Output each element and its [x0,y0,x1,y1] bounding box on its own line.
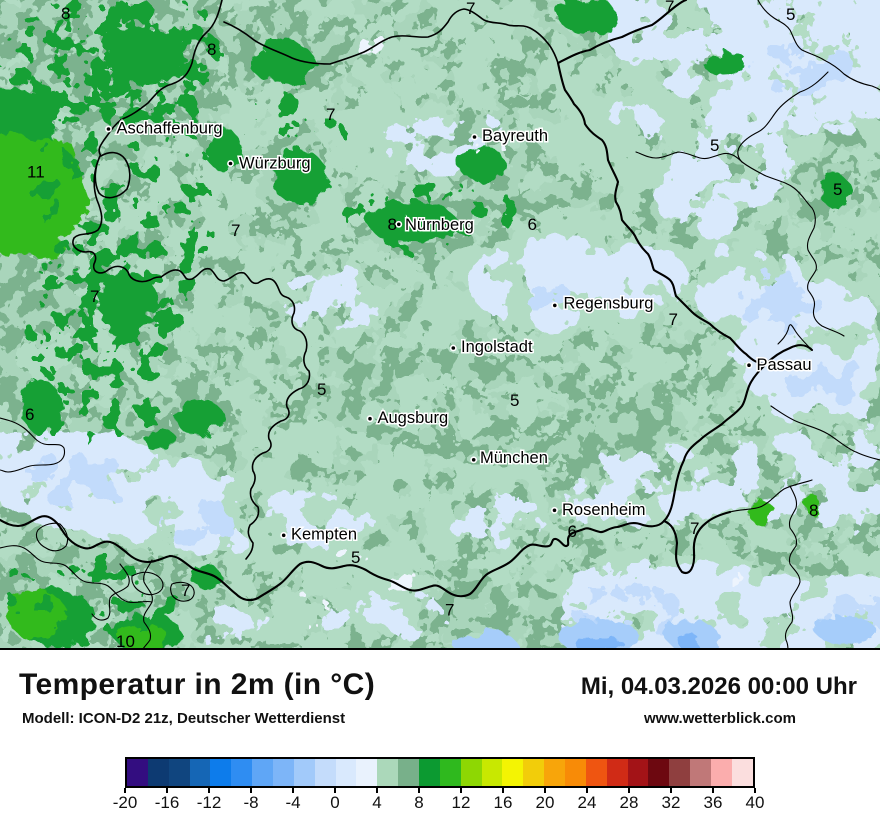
svg-text:8: 8 [388,215,397,234]
svg-text:Bayreuth: Bayreuth [482,127,548,145]
svg-text:5: 5 [351,548,360,567]
svg-text:Aschaffenburg: Aschaffenburg [117,120,223,138]
svg-text:5: 5 [510,391,519,410]
svg-text:7: 7 [669,310,678,329]
svg-text:7: 7 [181,581,190,600]
svg-text:7: 7 [445,601,454,620]
svg-text:Nürnberg: Nürnberg [405,216,474,234]
svg-text:11: 11 [27,163,45,182]
svg-text:Ingolstadt: Ingolstadt [461,338,533,356]
svg-text:5: 5 [833,180,842,199]
svg-text:8: 8 [809,501,818,520]
svg-text:5: 5 [710,136,719,155]
svg-text:8: 8 [61,4,70,23]
svg-text:8: 8 [207,40,216,59]
svg-text:7: 7 [231,221,240,240]
svg-text:5: 5 [317,380,326,399]
svg-text:7: 7 [90,287,99,306]
svg-text:7: 7 [326,105,335,124]
svg-text:10: 10 [116,632,135,650]
svg-text:Augsburg: Augsburg [378,409,449,427]
svg-text:Würzburg: Würzburg [239,155,311,173]
svg-text:7: 7 [466,0,475,18]
svg-text:7: 7 [665,0,674,16]
svg-text:Regensburg: Regensburg [564,295,654,313]
svg-text:6: 6 [568,522,577,541]
svg-text:Rosenheim: Rosenheim [562,501,645,519]
svg-text:6: 6 [528,215,537,234]
svg-text:Kempten: Kempten [291,526,357,544]
svg-text:Passau: Passau [757,356,812,374]
svg-text:7: 7 [690,519,699,538]
svg-text:München: München [480,449,548,467]
svg-text:6: 6 [25,405,34,424]
svg-text:5: 5 [786,5,795,24]
